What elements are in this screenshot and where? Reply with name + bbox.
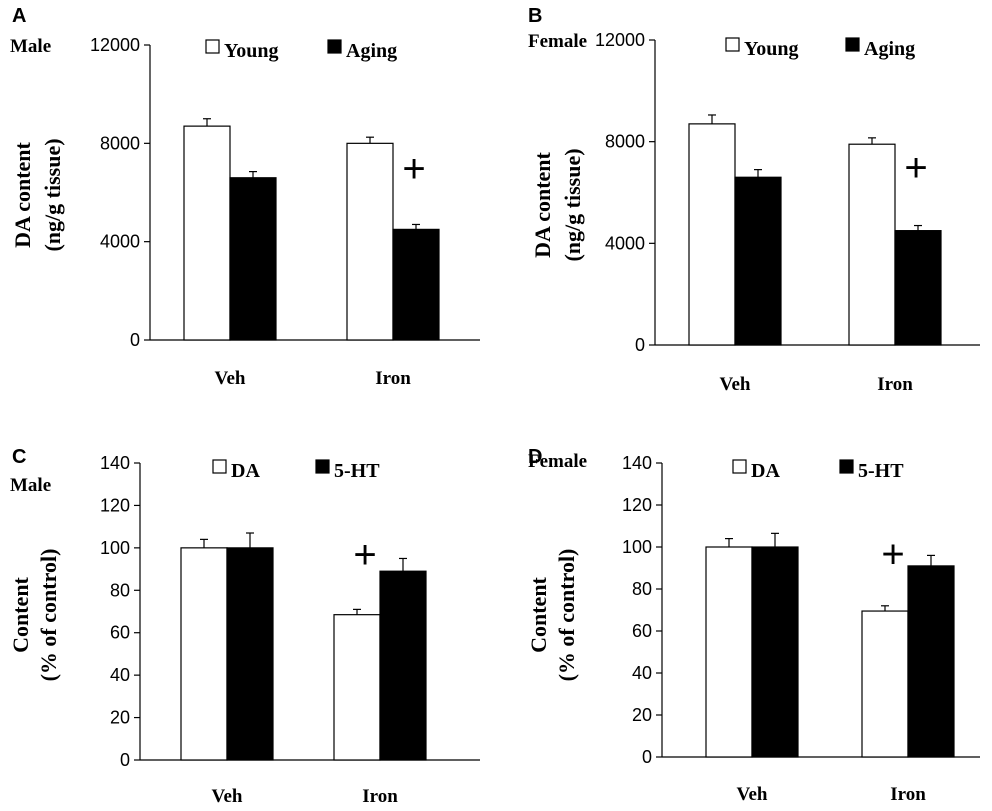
panel-b: B Female 0 4000 8000 12000 DA content (ng/g tis… bbox=[528, 5, 980, 395]
panel-a: A Male 0 4000 8000 12000 DA content (ng/g tissu… bbox=[10, 5, 480, 389]
y-tick-label: 140 bbox=[622, 453, 652, 473]
y-tick-label: 60 bbox=[110, 623, 130, 643]
y-tick-label: 40 bbox=[110, 665, 130, 685]
y-tick-label: 4000 bbox=[605, 233, 645, 253]
y-tick-label: 120 bbox=[622, 495, 652, 515]
y-tick-label: 120 bbox=[100, 495, 130, 515]
bar-aging-veh bbox=[229, 177, 277, 341]
legend-label: Aging bbox=[346, 40, 397, 62]
bar-young-iron bbox=[848, 143, 896, 346]
bar-5-ht-iron bbox=[907, 565, 955, 758]
y-axis-label: (% of control) bbox=[36, 549, 61, 682]
y-axis-label: (ng/g tissue) bbox=[40, 138, 65, 251]
category-label: Veh bbox=[212, 786, 243, 807]
y-tick-label: 40 bbox=[632, 663, 652, 683]
bar-aging-veh bbox=[734, 176, 782, 346]
legend-swatch bbox=[725, 37, 740, 52]
bar-aging-iron bbox=[392, 228, 440, 341]
category-label: Veh bbox=[215, 368, 246, 389]
legend-swatch bbox=[327, 39, 342, 54]
y-tick-label: 0 bbox=[130, 330, 140, 350]
bar-5-ht-iron bbox=[379, 570, 427, 761]
bar-da-veh bbox=[180, 547, 228, 761]
y-axis-label: Content bbox=[8, 576, 33, 652]
y-tick-label: 100 bbox=[100, 538, 130, 558]
y-axis-label: DA content bbox=[530, 151, 555, 257]
panel-letter: A bbox=[12, 5, 26, 27]
legend-swatch bbox=[212, 459, 227, 474]
y-tick-label: 8000 bbox=[100, 133, 140, 153]
sex-label: Female bbox=[528, 31, 587, 52]
significance-marker: + bbox=[881, 532, 904, 576]
panel-c: C Male 0 20 40 60 80 100 120 140 Content (% of cont… bbox=[8, 446, 480, 807]
y-tick-label: 20 bbox=[110, 708, 130, 728]
legend-swatch bbox=[315, 459, 330, 474]
y-tick-label: 0 bbox=[642, 747, 652, 767]
y-tick-label: 80 bbox=[632, 579, 652, 599]
legend-swatch bbox=[839, 459, 854, 474]
category-label: Iron bbox=[375, 368, 411, 389]
bar-5-ht-veh bbox=[226, 547, 274, 761]
bar-da-iron bbox=[333, 614, 381, 761]
panel-letter: C bbox=[12, 446, 26, 468]
y-tick-label: 12000 bbox=[595, 30, 645, 50]
category-label: Iron bbox=[877, 374, 913, 395]
y-axis-label: (% of control) bbox=[554, 549, 579, 682]
legend-swatch bbox=[845, 37, 860, 52]
panel-letter: B bbox=[528, 5, 542, 27]
legend-label: 5-HT bbox=[334, 460, 380, 482]
y-tick-label: 100 bbox=[622, 537, 652, 557]
legend-swatch bbox=[205, 39, 220, 54]
legend-label: DA bbox=[231, 460, 260, 482]
legend-label: 5-HT bbox=[858, 460, 904, 482]
sex-label: Male bbox=[10, 36, 51, 57]
bar-young-veh bbox=[183, 125, 231, 341]
significance-marker: + bbox=[904, 146, 927, 190]
y-tick-label: 80 bbox=[110, 580, 130, 600]
bar-young-iron bbox=[346, 142, 394, 341]
y-tick-label: 0 bbox=[635, 335, 645, 355]
y-tick-label: 12000 bbox=[90, 35, 140, 55]
legend-label: Aging bbox=[864, 38, 915, 60]
y-axis-label: DA content bbox=[10, 141, 35, 247]
y-axis-label: (ng/g tissue) bbox=[560, 148, 585, 261]
category-label: Iron bbox=[362, 786, 398, 807]
y-axis-label: Content bbox=[526, 576, 551, 652]
sex-label: Male bbox=[10, 475, 51, 496]
bar-da-veh bbox=[705, 546, 753, 758]
y-tick-label: 140 bbox=[100, 453, 130, 473]
category-label: Veh bbox=[737, 784, 768, 805]
legend-label: Young bbox=[224, 40, 278, 62]
panel-letter: D bbox=[528, 446, 542, 468]
significance-marker: + bbox=[402, 147, 425, 191]
bar-young-veh bbox=[688, 123, 736, 346]
legend-label: DA bbox=[751, 460, 780, 482]
legend-swatch bbox=[732, 459, 747, 474]
bar-5-ht-veh bbox=[751, 546, 799, 758]
y-tick-label: 0 bbox=[120, 750, 130, 770]
significance-marker: + bbox=[353, 533, 376, 577]
sex-label: Female bbox=[528, 451, 587, 472]
category-label: Iron bbox=[890, 784, 926, 805]
y-tick-label: 60 bbox=[632, 621, 652, 641]
y-tick-label: 20 bbox=[632, 705, 652, 725]
legend-label: Young bbox=[744, 38, 798, 60]
bar-aging-iron bbox=[894, 230, 942, 346]
y-tick-label: 8000 bbox=[605, 132, 645, 152]
category-label: Veh bbox=[720, 374, 751, 395]
y-tick-label: 4000 bbox=[100, 232, 140, 252]
bar-da-iron bbox=[861, 610, 909, 758]
